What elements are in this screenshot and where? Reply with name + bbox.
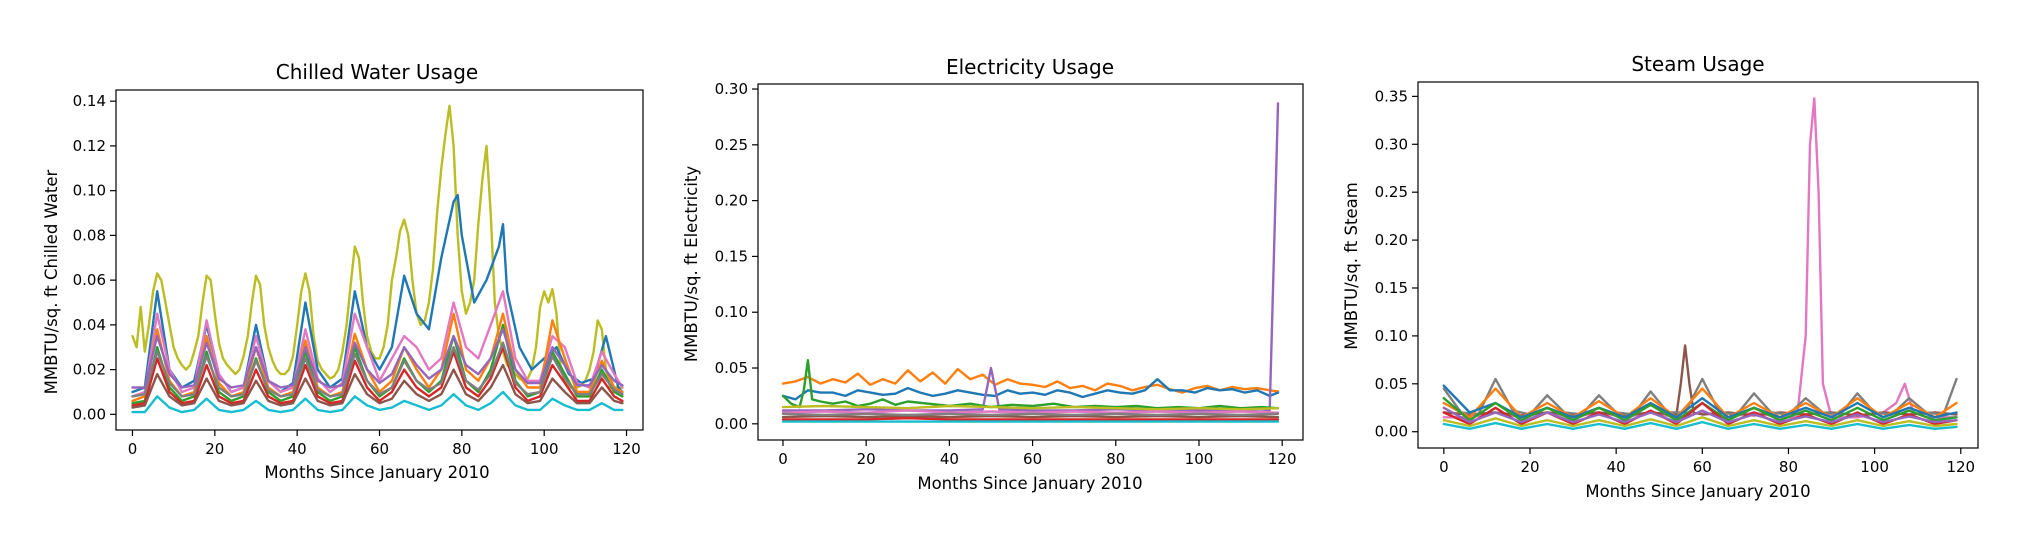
y-tick-label: 0.00 [73, 405, 106, 423]
chart-electricity: Electricity Usage Months Since January 2… [682, 55, 1304, 493]
x-tick-label: 40 [288, 440, 307, 458]
x-tick-label: 60 [1023, 450, 1042, 468]
x-tick-label: 120 [1946, 458, 1975, 476]
series-line-1 [781, 367, 1280, 394]
y-tick-label: 0.20 [715, 192, 748, 210]
series-line-7 [781, 414, 1280, 419]
y-tick-label: 0.04 [73, 316, 106, 334]
x-tick-label: 60 [1693, 458, 1712, 476]
x-tick-label: 100 [530, 440, 559, 458]
x-tick-label: 80 [452, 440, 471, 458]
series-line-5 [1442, 384, 1958, 419]
x-tick-label: 40 [1607, 458, 1626, 476]
y-tick-label: 0.10 [1375, 327, 1408, 345]
y-tick-label: 0.35 [1375, 87, 1408, 105]
x-tick-label: 20 [1520, 458, 1539, 476]
x-tick-label: 120 [1268, 450, 1297, 468]
chart-title: Chilled Water Usage [276, 60, 478, 84]
series-line-4 [1442, 387, 1958, 419]
series-line-2 [781, 378, 1280, 401]
x-axis-label: Months Since January 2010 [1585, 482, 1810, 501]
series-line-6 [131, 346, 624, 407]
y-tick-label: 0.15 [715, 247, 748, 265]
x-tick-label: 0 [128, 440, 138, 458]
y-axis-label: MMBTU/sq. ft Steam [1342, 182, 1361, 350]
plot-area: 0 20 40 60 80 100 120 0.00 0.05 0.10 0.15 0.20 0.25 0… [1375, 81, 1979, 476]
x-axis-label: Months Since January 2010 [917, 474, 1142, 493]
series-line-3 [1442, 377, 1958, 416]
x-tick-label: 120 [612, 440, 641, 458]
x-tick-label: 60 [370, 440, 389, 458]
plot-frame [1417, 81, 1979, 449]
series-line-3 [781, 102, 1280, 412]
y-tick-label: 0.05 [1375, 375, 1408, 393]
x-tick-label: 80 [1106, 450, 1125, 468]
series-line-7 [131, 328, 624, 389]
y-tick-label: 0.00 [715, 415, 748, 433]
y-tick-label: 0.30 [1375, 135, 1408, 153]
series-line-8 [1442, 406, 1958, 424]
x-tick-label: 20 [857, 450, 876, 468]
series-line-10 [1442, 420, 1958, 430]
y-tick-label: 0.20 [1375, 231, 1408, 249]
y-tick-label: 0.15 [1375, 279, 1408, 297]
series-line-9 [1442, 416, 1958, 428]
chart-title: Steam Usage [1631, 52, 1764, 76]
series-line-9 [131, 341, 624, 398]
y-tick-label: 0.14 [73, 92, 106, 110]
series-group [1442, 97, 1958, 430]
y-tick-label: 0.08 [73, 226, 106, 244]
series-line-10 [131, 390, 624, 414]
series-line-8 [781, 417, 1280, 421]
series-line-5 [781, 404, 1280, 411]
y-tick-label: 0.06 [73, 271, 106, 289]
y-tick-label: 0.25 [715, 136, 748, 154]
chart-title: Electricity Usage [946, 55, 1114, 79]
x-tick-label: 100 [1185, 450, 1214, 468]
y-tick-label: 0.30 [715, 80, 748, 98]
x-axis-label: Months Since January 2010 [264, 463, 489, 482]
x-tick-label: 0 [778, 450, 788, 468]
x-tick-label: 100 [1860, 458, 1889, 476]
plot-area: 0 20 40 60 80 100 120 0.00 0.05 0.10 0.15 0.20 0.25 0… [715, 80, 1304, 468]
x-tick-label: 40 [940, 450, 959, 468]
y-axis-label: MMBTU/sq. ft Electricity [682, 166, 701, 362]
y-axis-label: MMBTU/sq. ft Chilled Water [42, 169, 61, 394]
y-tick-label: 0.00 [1375, 423, 1408, 441]
series-line-9 [781, 412, 1280, 417]
y-tick-label: 0.02 [73, 361, 106, 379]
series-line-1 [1442, 97, 1958, 419]
y-tick-label: 0.10 [715, 303, 748, 321]
series-line-4 [781, 359, 1280, 410]
x-tick-label: 0 [1439, 458, 1449, 476]
y-tick-label: 0.10 [73, 182, 106, 200]
y-tick-label: 0.25 [1375, 183, 1408, 201]
y-tick-label: 0.12 [73, 137, 106, 155]
series-group [781, 102, 1280, 423]
series-line-8 [131, 363, 624, 409]
x-tick-label: 20 [205, 440, 224, 458]
series-group [131, 104, 624, 414]
x-tick-label: 80 [1779, 458, 1798, 476]
chart-steam: Steam Usage Months Since January 2010 MM… [1342, 52, 1979, 501]
series-line-1 [131, 104, 624, 389]
chart-chilled-water: Chilled Water Usage Months Since January… [42, 60, 644, 482]
y-tick-label: 0.05 [715, 359, 748, 377]
plot-area: 0 20 40 60 80 100 120 0.00 0.02 0.04 0.06 0.08 0.10 0… [73, 89, 644, 458]
plot-frame [757, 83, 1304, 441]
